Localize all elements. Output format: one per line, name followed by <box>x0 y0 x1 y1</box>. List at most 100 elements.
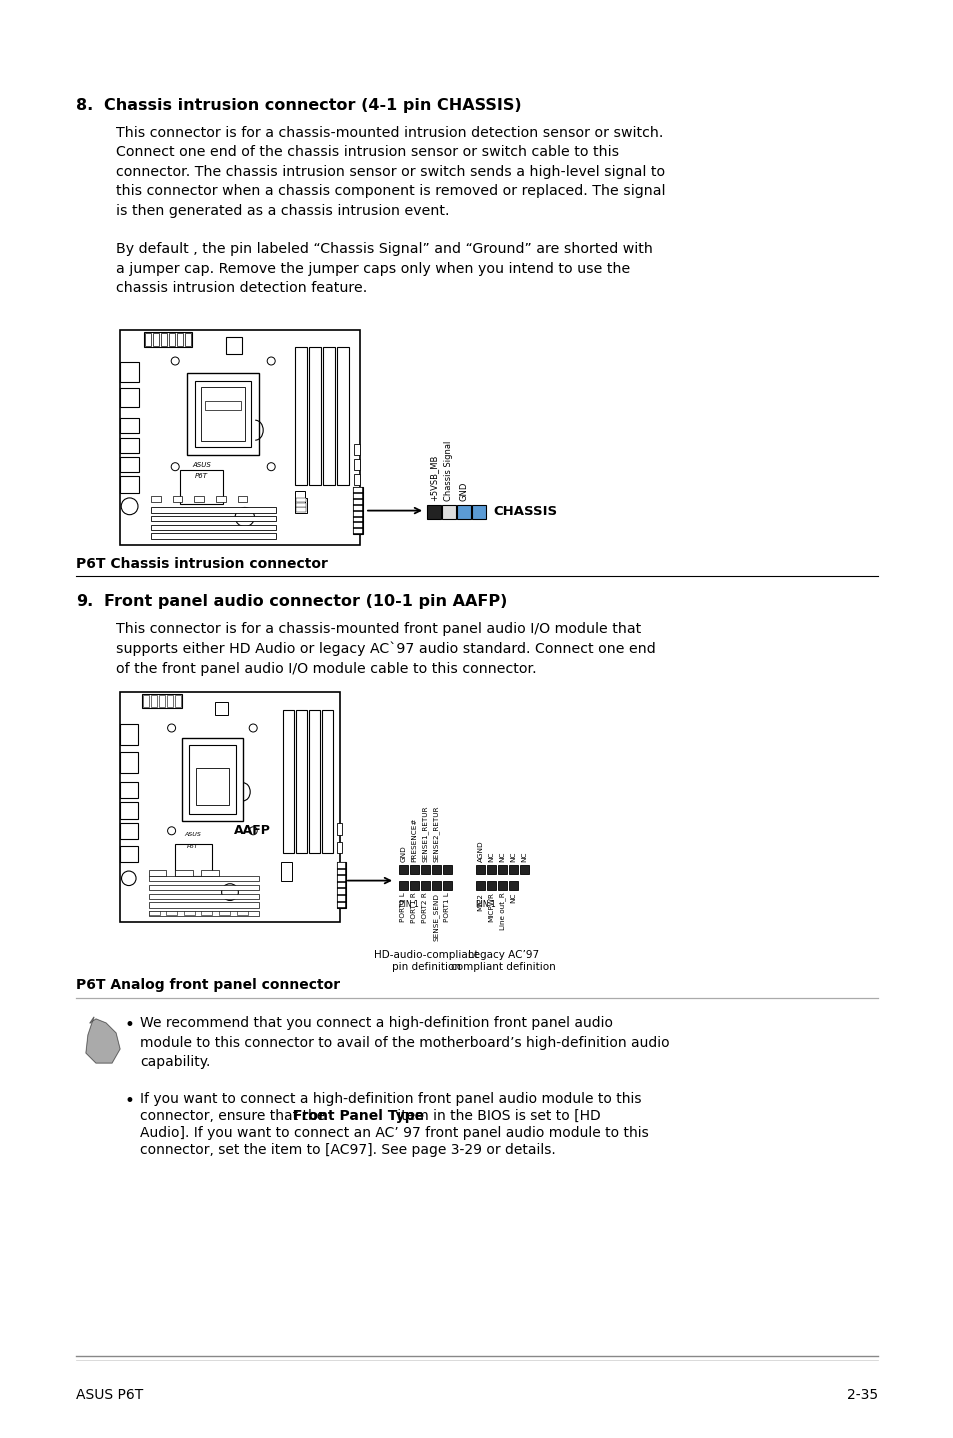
Bar <box>497 864 506 874</box>
Text: NC: NC <box>499 851 505 861</box>
Text: ASUS: ASUS <box>184 833 201 837</box>
Text: PORT1 L: PORT1 L <box>444 893 450 922</box>
Text: MIC2: MIC2 <box>477 893 483 910</box>
Bar <box>149 884 258 890</box>
Bar <box>205 401 241 410</box>
Bar <box>337 896 344 900</box>
Bar <box>174 844 213 876</box>
Bar <box>295 503 306 508</box>
Text: Front panel audio connector (10-1 pin AAFP): Front panel audio connector (10-1 pin AA… <box>104 594 507 610</box>
Bar <box>225 336 242 354</box>
Bar <box>519 864 529 874</box>
Bar <box>177 334 183 347</box>
Bar <box>181 738 243 821</box>
Text: HD-audio-compliant
pin definition: HD-audio-compliant pin definition <box>374 949 478 972</box>
Bar <box>354 459 360 470</box>
Bar <box>237 496 247 502</box>
Bar <box>201 387 245 440</box>
Bar <box>201 910 213 915</box>
Text: NC: NC <box>510 893 516 903</box>
Text: ASUS P6T: ASUS P6T <box>76 1388 143 1402</box>
Bar <box>410 880 418 890</box>
Bar <box>295 498 306 502</box>
Text: P6T: P6T <box>187 844 198 848</box>
Bar <box>151 516 275 522</box>
Bar <box>120 476 139 493</box>
Bar <box>189 745 236 814</box>
Text: PORT1 R: PORT1 R <box>411 893 417 923</box>
Bar <box>149 870 166 876</box>
Bar <box>120 362 139 381</box>
Bar <box>354 493 361 498</box>
Text: MICPWR: MICPWR <box>488 893 494 922</box>
Bar <box>149 912 258 916</box>
Bar <box>354 475 360 485</box>
Bar <box>354 487 361 492</box>
Text: 2-35: 2-35 <box>846 1388 877 1402</box>
Circle shape <box>121 871 136 886</box>
Text: We recommend that you connect a high-definition front panel audio
module to this: We recommend that you connect a high-def… <box>140 1017 669 1068</box>
Bar <box>427 505 440 519</box>
Bar <box>337 890 344 894</box>
Bar <box>120 418 139 433</box>
Bar <box>187 372 259 454</box>
Bar <box>144 332 192 347</box>
Bar <box>149 903 258 907</box>
Bar <box>185 334 191 347</box>
Bar <box>180 470 223 505</box>
Bar <box>280 863 292 880</box>
Text: •: • <box>125 1017 134 1034</box>
Bar <box>149 876 258 881</box>
Text: CHASSIS: CHASSIS <box>493 505 557 518</box>
Bar <box>151 525 275 531</box>
Bar <box>120 725 137 745</box>
Bar <box>354 500 361 503</box>
Bar <box>294 492 304 505</box>
Bar <box>398 864 408 874</box>
Bar <box>336 863 345 909</box>
Bar <box>354 523 361 528</box>
Text: Chassis Signal: Chassis Signal <box>444 440 453 500</box>
Bar <box>174 696 180 707</box>
Text: Chassis intrusion connector (4-1 pin CHASSIS): Chassis intrusion connector (4-1 pin CHA… <box>104 98 521 114</box>
Text: NC: NC <box>521 851 527 861</box>
Text: SENSE2_RETUR: SENSE2_RETUR <box>433 805 439 861</box>
Bar <box>219 910 230 915</box>
Text: PORT1 L: PORT1 L <box>400 893 406 922</box>
Bar <box>120 782 137 798</box>
Bar <box>142 695 181 707</box>
Text: NC: NC <box>510 851 516 861</box>
Bar <box>336 841 342 853</box>
Bar <box>336 823 342 834</box>
Bar <box>456 505 471 519</box>
Bar <box>151 496 161 502</box>
Bar <box>432 864 440 874</box>
Bar <box>120 823 137 840</box>
Text: P6T Analog front panel connector: P6T Analog front panel connector <box>76 978 340 992</box>
Bar <box>354 444 360 454</box>
Bar <box>294 498 307 513</box>
Text: •: • <box>125 1091 134 1110</box>
Bar <box>398 880 408 890</box>
Circle shape <box>221 884 238 900</box>
Bar <box>120 437 139 453</box>
Text: This connector is for a chassis-mounted front panel audio I/O module that
suppor: This connector is for a chassis-mounted … <box>116 623 655 676</box>
Bar <box>120 329 359 545</box>
Circle shape <box>267 463 274 470</box>
Text: connector, ensure that the: connector, ensure that the <box>140 1109 330 1123</box>
Bar <box>120 388 139 407</box>
Bar <box>172 496 182 502</box>
Text: item in the BIOS is set to [HD: item in the BIOS is set to [HD <box>393 1109 600 1123</box>
Bar <box>337 903 344 907</box>
Bar <box>337 883 344 887</box>
Bar <box>151 696 156 707</box>
Bar <box>201 870 219 876</box>
Text: PIN 1: PIN 1 <box>398 900 418 909</box>
Bar <box>184 910 194 915</box>
Circle shape <box>235 508 254 526</box>
Circle shape <box>249 827 257 835</box>
Text: PIN 1: PIN 1 <box>476 900 496 909</box>
Circle shape <box>171 357 179 365</box>
Bar <box>442 880 452 890</box>
Text: PRESENCE#: PRESENCE# <box>411 817 417 861</box>
